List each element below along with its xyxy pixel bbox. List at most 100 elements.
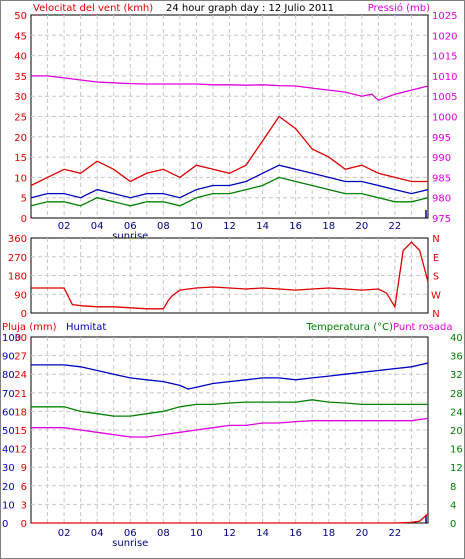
wind-series-blue-line <box>30 164 429 199</box>
humidity-tick: 10 <box>2 500 15 511</box>
wind-panel-x-tick-label: 06 <box>124 221 137 232</box>
humidity-tick: 60 <box>2 407 15 418</box>
humidity-tick: 20 <box>2 482 15 493</box>
wind-speed-tick: 10 <box>14 173 27 184</box>
climate-panel-x-tick-label: 04 <box>91 528 104 539</box>
wind-panel-x-tick-label: 08 <box>157 221 170 232</box>
climate-panel-x-tick-label: 16 <box>289 528 302 539</box>
wind-panel-x-tick-label: 10 <box>190 221 203 232</box>
rain-tick: 6 <box>21 482 27 493</box>
climate-series-magenta-line <box>31 417 429 438</box>
pressure-tick: 1020 <box>432 31 457 42</box>
humidity-tick: 0 <box>2 519 8 530</box>
temperature-tick: 8 <box>450 482 456 493</box>
pressure-tick: 1025 <box>432 11 457 22</box>
pressure-tick: 995 <box>432 133 451 144</box>
humidity-tick: 50 <box>2 426 15 437</box>
wind-speed-tick: 40 <box>14 52 27 63</box>
humidity-tick: 90 <box>2 352 15 363</box>
climate-series-blue-line <box>31 362 429 390</box>
pressure-tick: 990 <box>432 153 451 164</box>
wind-speed-tick: 20 <box>14 133 27 144</box>
rain-tick: 0 <box>21 519 27 530</box>
wind-panel-x-tick-label: 02 <box>58 221 71 232</box>
wind-speed-tick: 30 <box>14 92 27 103</box>
temperature-tick: 16 <box>450 445 463 456</box>
pressure-tick: 1015 <box>432 52 457 63</box>
climate-panel-x-tick-label: 10 <box>190 528 203 539</box>
temperature-tick: 0 <box>450 519 456 530</box>
pressure-tick: 980 <box>432 194 451 205</box>
climate-panel-x-tick-label: 08 <box>157 528 170 539</box>
graph-date-title: 24 hour graph day : 12 Julio 2011 <box>166 3 334 14</box>
rain-tick: 9 <box>21 463 27 474</box>
sunrise-label: sunrise <box>112 231 148 242</box>
climate-panel-x-tick-label: 02 <box>58 528 71 539</box>
rain-tick: 27 <box>14 352 27 363</box>
climate-panel-x-tick-label: 22 <box>389 528 402 539</box>
direction-tick: 270 <box>8 253 27 264</box>
rain-tick: 24 <box>14 370 27 381</box>
temperature-tick: 12 <box>450 463 463 474</box>
wind-series-green-line <box>30 176 429 207</box>
wind-direction-line <box>31 241 429 310</box>
pressure-title: Pressió (mb) <box>368 2 430 14</box>
temperature-tick: 40 <box>450 333 463 344</box>
wind-speed-tick: 15 <box>14 153 27 164</box>
humidity-tick: 100 <box>2 333 21 344</box>
wind-series-red-line <box>30 115 428 187</box>
rain-tick: 3 <box>21 500 27 511</box>
climate-panel-x-tick-label: 14 <box>256 528 269 539</box>
rain-tick: 15 <box>14 426 27 437</box>
direction-tick: 0 <box>21 309 27 320</box>
wind-speed-tick: 5 <box>21 194 27 205</box>
humidity-axis-title: Humitat <box>66 322 106 333</box>
rain-axis-title: Pluja (mm) <box>2 322 57 333</box>
temperature-tick: 28 <box>450 389 463 400</box>
wind-speed-tick: 50 <box>14 11 27 22</box>
rain-tick: 30 <box>14 333 27 344</box>
rain-tick: 12 <box>14 445 27 456</box>
pressure-tick: 1000 <box>432 113 457 124</box>
climate-panel-x-tick-label: 12 <box>223 528 236 539</box>
compass-tick: E <box>433 253 439 264</box>
temperature-tick: 36 <box>450 352 463 363</box>
dew-point-axis-title: Punt rosada <box>393 322 452 333</box>
wind-panel-x-tick-label: 18 <box>322 221 335 232</box>
climate-series-red-line <box>31 513 429 524</box>
humidity-tick: 80 <box>2 370 15 381</box>
wind-panel-x-tick-label: 16 <box>289 221 302 232</box>
wind-speed-tick: 35 <box>14 72 27 83</box>
direction-tick: 90 <box>14 290 27 301</box>
humidity-tick: 40 <box>2 445 15 456</box>
pressure-tick: 985 <box>432 173 451 184</box>
climate-panel-x-tick-label: 06 <box>124 528 137 539</box>
compass-tick: N <box>432 234 439 245</box>
direction-tick: 180 <box>8 272 27 283</box>
wind-panel-x-tick-label: 14 <box>256 221 269 232</box>
wind-panel-x-tick-label: 22 <box>389 221 402 232</box>
climate-panel-x-tick-label: 18 <box>322 528 335 539</box>
humidity-tick: 70 <box>2 389 15 400</box>
wind-speed-tick: 45 <box>14 31 27 42</box>
humidity-tick: 30 <box>2 463 15 474</box>
temperature-tick: 24 <box>450 407 463 418</box>
wind-series-magenta-line <box>31 75 429 102</box>
temperature-axis-title: Temperatura (°C) <box>305 322 393 333</box>
wind-panel-x-tick-label: 12 <box>223 221 236 232</box>
temperature-tick: 4 <box>450 500 456 511</box>
temperature-tick: 32 <box>450 370 463 381</box>
pressure-tick: 975 <box>432 214 451 225</box>
compass-tick: N <box>432 309 439 320</box>
compass-tick: W <box>431 290 441 301</box>
direction-tick: 360 <box>8 234 27 245</box>
rain-tick: 18 <box>14 407 27 418</box>
wind-speed-title: Velocitat del vent (kmh) <box>33 3 153 14</box>
wind-speed-tick: 0 <box>21 214 27 225</box>
wind-speed-tick: 25 <box>14 113 27 124</box>
wind-panel-x-tick-label: 20 <box>355 221 368 232</box>
pressure-tick: 1010 <box>432 72 457 83</box>
wind-panel-x-tick-label: 04 <box>91 221 104 232</box>
temperature-tick: 20 <box>450 426 463 437</box>
